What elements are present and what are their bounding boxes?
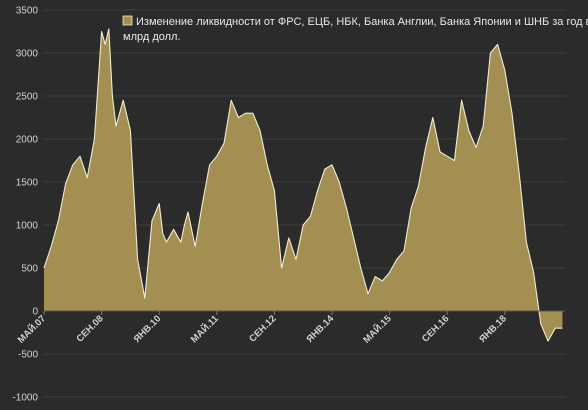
y-tick-label: 1500 <box>16 178 39 189</box>
x-tick-label: СЕН.08 <box>74 313 105 344</box>
y-tick-label: 2000 <box>16 135 39 146</box>
x-tick-label: МАЙ.11 <box>188 312 221 345</box>
y-axis: -1000 -500 0 500 1000 1500 2000 2500 3000 3500 <box>12 6 38 404</box>
x-tick-label: ЯНВ.14 <box>304 313 336 345</box>
y-tick-label: 0 <box>32 307 38 318</box>
y-tick-label: 500 <box>21 264 38 275</box>
x-tick-label: ЯНВ.10 <box>132 313 164 345</box>
y-tick-label: 2500 <box>16 92 39 103</box>
legend: Изменение ликвидности от ФРС, ЕЦБ, НБК, … <box>122 15 588 43</box>
x-tick-label: СЕН.16 <box>420 313 451 344</box>
y-tick-label: 1000 <box>16 221 39 232</box>
x-axis: МАЙ.07 СЕН.08 ЯНВ.10 МАЙ.11 СЕН.12 ЯНВ.14 МАЙ.… <box>15 311 509 346</box>
x-tick-label: МАЙ.15 <box>361 312 395 346</box>
x-tick-label: СЕН.12 <box>247 313 278 344</box>
series-line <box>43 28 563 342</box>
y-tick-label: -1000 <box>12 393 38 404</box>
x-tick-label: МАЙ.07 <box>15 313 48 346</box>
y-tick-label: 3500 <box>16 6 39 17</box>
plot-area <box>43 28 566 342</box>
x-tick-label: ЯНВ.18 <box>477 313 509 345</box>
y-tick-label: -500 <box>18 350 38 361</box>
series-area <box>44 28 563 342</box>
legend-swatch <box>122 15 133 26</box>
y-tick-label: 3000 <box>16 49 39 60</box>
legend-label: Изменение ликвидности от ФРС, ЕЦБ, НБК, … <box>123 16 588 43</box>
